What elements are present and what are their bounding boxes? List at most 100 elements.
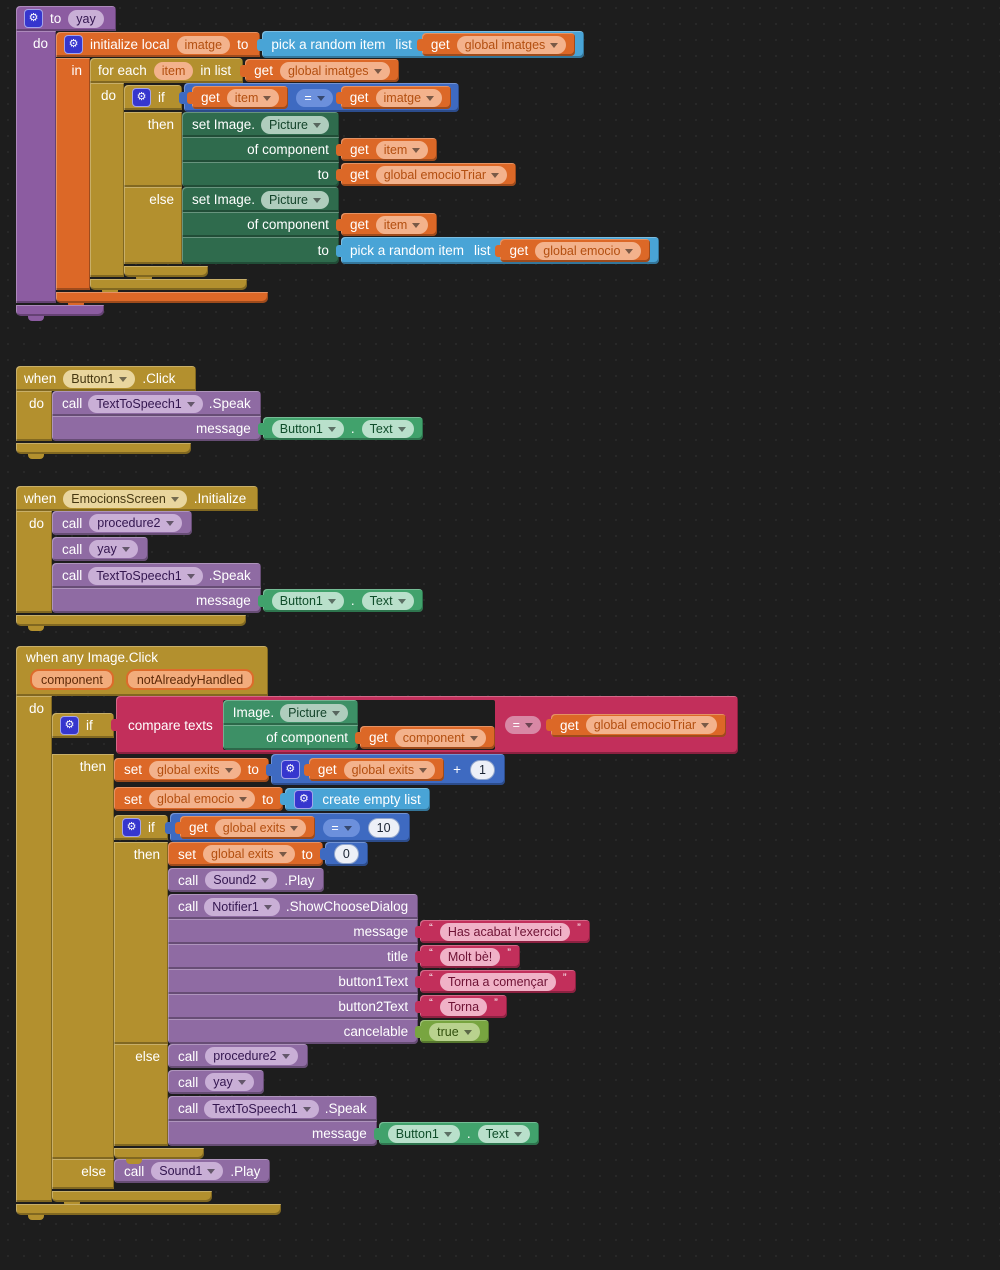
var-dropdown[interactable]: item	[375, 140, 429, 159]
gear-icon[interactable]: ⚙	[64, 35, 83, 54]
if-header[interactable]: ⚙ if	[114, 815, 168, 840]
var-dropdown[interactable]: item	[375, 215, 429, 234]
var-dropdown[interactable]: global exits	[203, 845, 295, 863]
then-spine[interactable]: then	[52, 754, 114, 1159]
for-each-header[interactable]: for each item in list	[90, 58, 244, 83]
component-dropdown[interactable]: Button1	[271, 419, 344, 438]
initialize-local-header[interactable]: ⚙ initialize local imatge to	[56, 32, 261, 57]
do-spine[interactable]: do	[16, 391, 52, 441]
generic-event-header[interactable]: when any Image.Click component notAlread…	[16, 646, 269, 696]
gear-icon[interactable]: ⚙	[122, 818, 141, 837]
var-dropdown[interactable]: global exits	[343, 760, 436, 779]
local-var-field[interactable]: imatge	[176, 35, 231, 54]
procedure-dropdown[interactable]: yay	[205, 1073, 254, 1091]
var-dropdown[interactable]: item	[226, 88, 280, 107]
call-notifier-showchoosedialog-block[interactable]: call Notifier1 .ShowChooseDialog message “…	[168, 894, 590, 1044]
text-field[interactable]: Torna	[439, 997, 488, 1016]
component-dropdown[interactable]: Sound1	[151, 1162, 224, 1180]
set-global-exits-block[interactable]: set global exits to	[114, 757, 269, 782]
in-spine[interactable]: in	[56, 58, 90, 290]
gear-icon[interactable]: ⚙	[24, 9, 43, 28]
gear-icon[interactable]: ⚙	[60, 715, 79, 735]
property-dropdown[interactable]: Picture	[261, 115, 329, 134]
set-image-picture-block[interactable]: set Image. Picture of component get item t…	[182, 112, 517, 187]
var-dropdown[interactable]: imatge	[375, 88, 443, 107]
var-dropdown[interactable]: global exits	[149, 760, 241, 779]
param-component[interactable]: component	[30, 669, 114, 690]
component-dropdown[interactable]: Button1	[271, 591, 344, 610]
get-imatge-block[interactable]: get imatge	[335, 86, 452, 109]
property-dropdown[interactable]: Text	[477, 1124, 530, 1143]
var-dropdown[interactable]: global emocioTriar	[375, 165, 508, 184]
number-field[interactable]: 0	[333, 844, 359, 864]
var-dropdown[interactable]: global imatges	[456, 35, 567, 54]
call-texttospeech-speak-block[interactable]: call TextToSpeech1 .Speak message Button1 …	[52, 391, 423, 441]
call-yay-block[interactable]: call yay	[52, 537, 148, 561]
call-procedure2-block[interactable]: call procedure2	[52, 511, 192, 535]
component-dropdown[interactable]: TextToSpeech1	[88, 394, 203, 413]
get-item-block[interactable]: get item	[335, 138, 438, 161]
var-dropdown[interactable]: component	[394, 728, 486, 747]
set-global-emocio-block[interactable]: set global emocio to	[114, 787, 284, 811]
get-item-block[interactable]: get item	[186, 86, 289, 109]
call-sound2-play-block[interactable]: call Sound2 .Play	[168, 868, 325, 892]
event-header[interactable]: when EmocionsScreen .Initialize	[16, 486, 259, 511]
gear-icon[interactable]: ⚙	[280, 760, 300, 779]
component-dropdown[interactable]: Button1	[63, 369, 136, 388]
call-texttospeech-speak-block[interactable]: call TextToSpeech1 .Speak message Button1 …	[52, 563, 423, 613]
text-string-block[interactable]: “ Molt bè! ”	[415, 945, 520, 968]
var-dropdown[interactable]: global imatges	[279, 61, 390, 80]
get-global-emocio-block[interactable]: get global emocio	[495, 239, 651, 262]
component-dropdown[interactable]: Button1	[387, 1124, 460, 1143]
text-field[interactable]: Has acabat l'exercici	[439, 922, 571, 941]
number-block[interactable]: 0	[319, 842, 368, 866]
operator-dropdown[interactable]: =	[323, 818, 360, 837]
button1-text-getter[interactable]: Button1 . Text	[257, 417, 423, 440]
component-dropdown[interactable]: Notifier1	[204, 897, 280, 916]
button1-text-getter[interactable]: Button1 . Text	[257, 589, 423, 612]
var-dropdown[interactable]: global emocioTriar	[585, 716, 718, 734]
else-spine[interactable]: else	[124, 187, 182, 264]
property-dropdown[interactable]: Text	[361, 591, 414, 610]
get-global-imatges-block[interactable]: get global imatges	[240, 59, 399, 82]
button1-text-getter[interactable]: Button1 . Text	[373, 1122, 539, 1145]
set-image-picture-block[interactable]: set Image. Picture of component get item t…	[182, 187, 660, 264]
if-header[interactable]: ⚙ if	[52, 712, 114, 738]
logic-dropdown[interactable]: true	[429, 1022, 480, 1041]
property-dropdown[interactable]: Picture	[280, 703, 348, 722]
property-dropdown[interactable]: Text	[361, 419, 414, 438]
item-var-field[interactable]: item	[153, 61, 194, 80]
text-field[interactable]: Torna a començar	[439, 972, 556, 991]
equals-block[interactable]: get global exits = 10	[165, 813, 410, 842]
number-field[interactable]: 10	[367, 817, 400, 838]
image-picture-getter[interactable]: Image. Picture of component get component	[222, 700, 495, 750]
text-string-block[interactable]: “ Torna ”	[415, 995, 507, 1018]
create-empty-list-block[interactable]: ⚙ create empty list	[280, 787, 430, 811]
get-global-exits-block[interactable]: get global exits	[303, 758, 445, 781]
var-dropdown[interactable]: global emocio	[535, 241, 642, 260]
component-dropdown[interactable]: TextToSpeech1	[88, 566, 203, 585]
get-item-block[interactable]: get item	[335, 213, 438, 236]
operator-dropdown[interactable]: =	[504, 716, 541, 734]
get-global-exits-block[interactable]: get global exits	[174, 816, 316, 839]
text-field[interactable]: Molt bè!	[439, 947, 501, 966]
do-spine[interactable]: do	[90, 83, 124, 277]
get-global-imatges-block[interactable]: get global imatges	[416, 33, 576, 56]
call-sound1-play-block[interactable]: call Sound1 .Play	[114, 1159, 271, 1183]
call-yay-block[interactable]: call yay	[168, 1070, 264, 1094]
else-spine[interactable]: else	[114, 1044, 168, 1146]
equals-block[interactable]: get item = get imatge	[178, 83, 460, 112]
procedure-definition-header[interactable]: ⚙ to yay	[16, 6, 116, 31]
procedure-dropdown[interactable]: procedure2	[205, 1047, 298, 1065]
then-spine[interactable]: then	[124, 112, 182, 187]
set-global-exits-block[interactable]: set global exits to	[168, 842, 323, 866]
procedure-dropdown[interactable]: yay	[89, 540, 138, 558]
gear-icon[interactable]: ⚙	[132, 88, 151, 107]
text-string-block[interactable]: “ Has acabat l'exercici ”	[415, 920, 590, 943]
logic-true-block[interactable]: true	[415, 1020, 489, 1043]
compare-texts-block[interactable]: compare texts Image. Picture of component…	[110, 696, 739, 754]
do-spine[interactable]: do	[16, 31, 56, 303]
get-global-emocioTriar-block[interactable]: get global emocioTriar	[545, 713, 727, 737]
pick-random-item-block[interactable]: pick a random item list get global imatg…	[257, 31, 585, 58]
